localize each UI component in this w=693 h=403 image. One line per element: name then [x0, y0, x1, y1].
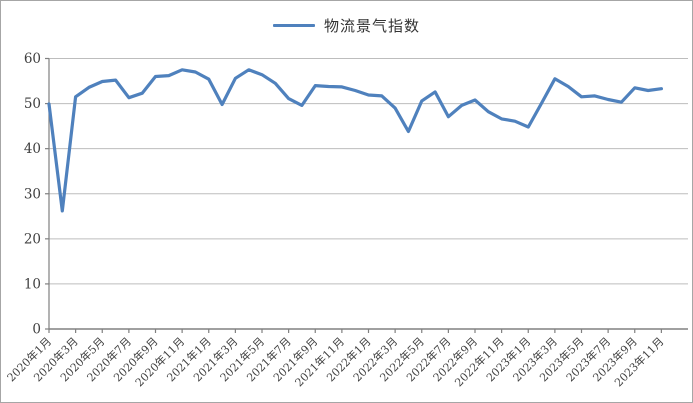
legend-label: 物流景气指数: [323, 17, 420, 35]
y-axis-label: 20: [24, 231, 41, 247]
y-axis-label: 50: [24, 96, 41, 112]
y-axis-label: 40: [24, 141, 41, 157]
legend-line-marker: [272, 24, 315, 27]
y-axis-label: 60: [24, 51, 41, 67]
y-axis-label: 0: [32, 322, 41, 338]
series-line: [47, 68, 664, 213]
y-axis-label: 10: [24, 276, 41, 292]
legend: 物流景气指数: [1, 15, 692, 36]
y-axis-label: 30: [24, 186, 41, 202]
